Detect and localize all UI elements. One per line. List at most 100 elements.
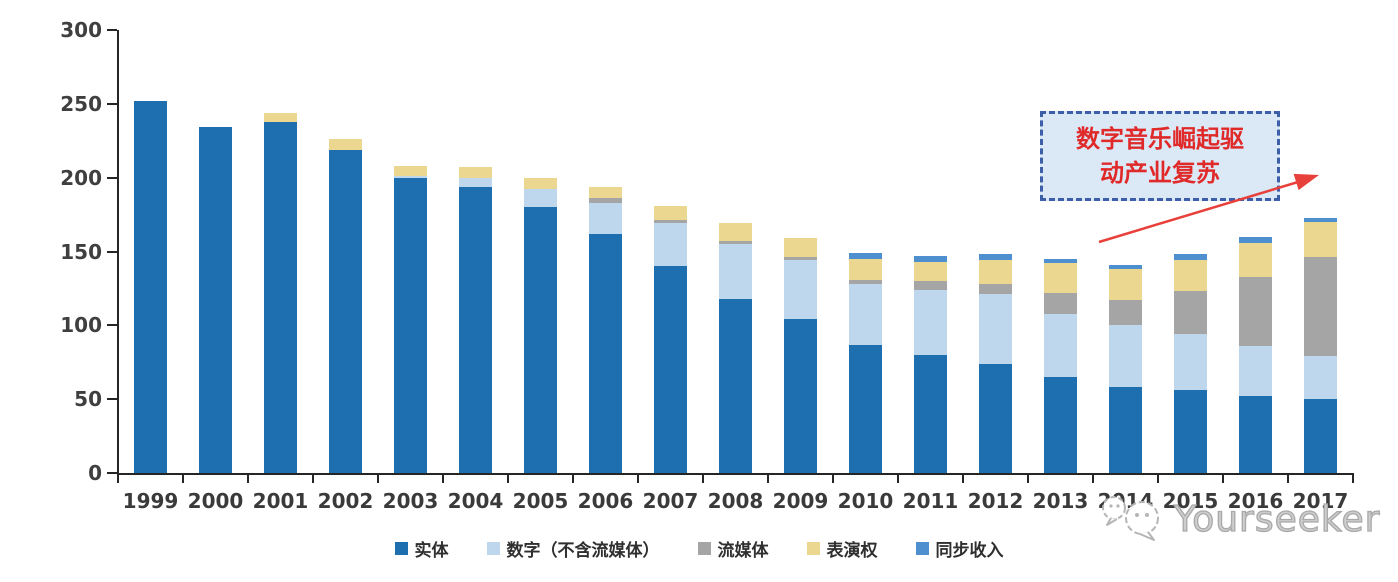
bar-segment-2016 bbox=[1239, 276, 1272, 346]
chat-bubbles-icon bbox=[1102, 496, 1159, 541]
bar-segment-2017 bbox=[1304, 221, 1337, 258]
y-tick-label: 250 bbox=[60, 91, 102, 116]
bar-segment-2010 bbox=[849, 258, 882, 280]
x-tick bbox=[1287, 475, 1289, 483]
bar-segment-2002 bbox=[329, 149, 362, 473]
bar-segment-2007 bbox=[654, 205, 687, 221]
x-tick bbox=[832, 475, 834, 483]
bar-segment-2015 bbox=[1174, 291, 1207, 335]
x-tick bbox=[962, 475, 964, 483]
bar-segment-2005 bbox=[524, 177, 557, 190]
x-tick bbox=[1092, 475, 1094, 483]
bar-segment-2007 bbox=[654, 220, 687, 224]
bar-segment-2008 bbox=[719, 298, 752, 473]
legend-label: 实体 bbox=[414, 541, 449, 561]
bar-segment-2016 bbox=[1239, 346, 1272, 397]
bar-segment-2013 bbox=[1044, 313, 1077, 377]
bar-segment-2009 bbox=[784, 238, 817, 258]
y-tick bbox=[107, 176, 117, 179]
bar-segment-2015 bbox=[1174, 334, 1207, 391]
x-tick bbox=[1157, 475, 1159, 483]
bar-segment-2009 bbox=[784, 257, 817, 261]
y-tick-label: 100 bbox=[60, 313, 102, 338]
y-tick-label: 0 bbox=[88, 461, 102, 485]
bar-segment-2003 bbox=[394, 177, 427, 473]
y-tick-label: 150 bbox=[60, 239, 102, 264]
bar-segment-2005 bbox=[524, 189, 557, 208]
bar-segment-2007 bbox=[654, 223, 687, 267]
bar-segment-2014 bbox=[1109, 300, 1142, 326]
x-axis-line bbox=[117, 473, 1354, 475]
bar-segment-2013 bbox=[1044, 258, 1077, 264]
annotation-text-line2: 动产业复苏 bbox=[1100, 159, 1220, 187]
x-tick-label: 2000 bbox=[187, 489, 244, 513]
x-tick bbox=[247, 475, 249, 483]
bar-segment-2000 bbox=[199, 127, 232, 473]
x-tick-label: 2005 bbox=[512, 489, 569, 513]
bar-segment-2010 bbox=[849, 252, 882, 259]
annotation-text-line1: 数字音乐崛起驱 bbox=[1076, 125, 1244, 153]
bar-segment-2004 bbox=[459, 186, 492, 473]
bar-segment-2008 bbox=[719, 223, 752, 242]
bar-segment-2006 bbox=[589, 202, 622, 234]
x-tick bbox=[1027, 475, 1029, 483]
bar-segment-2006 bbox=[589, 198, 622, 203]
y-tick-label: 200 bbox=[60, 165, 102, 190]
x-tick-label: 2012 bbox=[967, 489, 1024, 513]
bar-segment-2003 bbox=[394, 176, 427, 178]
annotation-callout: 数字音乐崛起驱 动产业复苏 bbox=[1040, 111, 1280, 201]
x-tick bbox=[1352, 475, 1354, 483]
bar-segment-2011 bbox=[914, 255, 947, 262]
x-tick-label: 2009 bbox=[772, 489, 829, 513]
legend-marker-icon bbox=[806, 542, 820, 555]
bar-segment-2001 bbox=[264, 112, 297, 122]
bar-segment-2016 bbox=[1239, 396, 1272, 473]
bar-segment-2014 bbox=[1109, 269, 1142, 301]
legend-label: 同步收入 bbox=[935, 541, 1004, 561]
x-tick bbox=[312, 475, 314, 483]
x-tick-label: 2015 bbox=[1162, 489, 1219, 513]
bar-segment-2011 bbox=[914, 281, 947, 290]
watermark: Yourseeker bbox=[1098, 488, 1380, 546]
bar-segment-2013 bbox=[1044, 377, 1077, 473]
bar-segment-2011 bbox=[914, 261, 947, 282]
bar-segment-2013 bbox=[1044, 292, 1077, 314]
bar-segment-2010 bbox=[849, 344, 882, 473]
y-tick bbox=[107, 29, 117, 31]
y-tick bbox=[107, 472, 117, 474]
bar-segment-2017 bbox=[1304, 356, 1337, 400]
legend-item: 表演权 bbox=[806, 536, 878, 561]
legend-label: 表演权 bbox=[826, 541, 878, 561]
x-tick-label: 2010 bbox=[837, 489, 894, 513]
y-tick bbox=[107, 250, 117, 253]
bar-segment-2001 bbox=[264, 121, 297, 473]
x-tick bbox=[442, 475, 444, 483]
x-tick bbox=[507, 475, 509, 483]
legend: 实体 数字（不含流媒体） 流媒体 表演权 同步收入 bbox=[0, 536, 1398, 561]
legend-marker-icon bbox=[915, 542, 929, 555]
x-tick bbox=[182, 475, 184, 483]
legend-marker-icon bbox=[697, 542, 711, 555]
bar-segment-2016 bbox=[1239, 236, 1272, 243]
x-tick bbox=[637, 475, 639, 483]
x-tick bbox=[1222, 475, 1224, 483]
y-tick bbox=[107, 398, 117, 401]
bar-segment-2014 bbox=[1109, 264, 1142, 270]
x-tick-label: 2013 bbox=[1032, 489, 1089, 513]
legend-label: 数字（不含流媒体） bbox=[506, 541, 660, 561]
bar-segment-2007 bbox=[654, 266, 687, 473]
x-tick bbox=[767, 475, 769, 483]
x-tick bbox=[572, 475, 574, 483]
bar-segment-2014 bbox=[1109, 325, 1142, 388]
bar-segment-2006 bbox=[589, 233, 622, 473]
x-tick-label: 2007 bbox=[642, 489, 699, 513]
legend-label: 流媒体 bbox=[717, 541, 769, 561]
legend-marker-icon bbox=[394, 542, 408, 555]
bar-segment-2008 bbox=[719, 241, 752, 245]
x-tick-label: 2006 bbox=[577, 489, 634, 513]
x-tick-label: 2001 bbox=[252, 489, 309, 513]
x-tick-label: 2002 bbox=[317, 489, 374, 513]
legend-item: 实体 bbox=[394, 536, 449, 561]
